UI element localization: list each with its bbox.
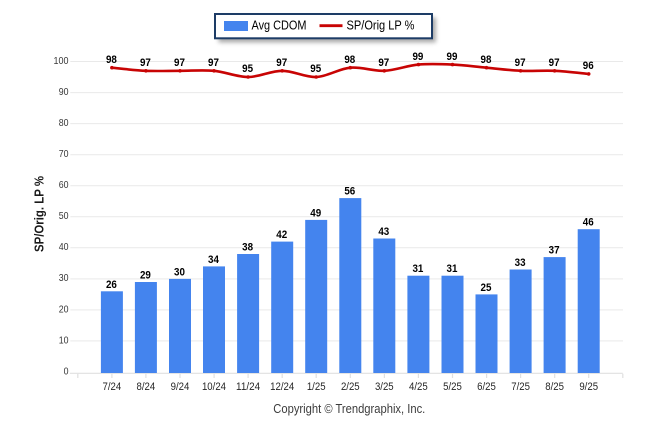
svg-text:42: 42 [276, 229, 287, 241]
svg-text:97: 97 [549, 57, 560, 69]
svg-text:60: 60 [59, 180, 69, 191]
svg-text:95: 95 [242, 63, 253, 75]
svg-text:8/24: 8/24 [137, 381, 156, 393]
svg-text:26: 26 [106, 279, 117, 291]
svg-text:31: 31 [447, 263, 458, 275]
svg-text:49: 49 [310, 207, 321, 219]
svg-text:100: 100 [54, 56, 69, 67]
svg-text:97: 97 [174, 57, 185, 69]
svg-text:10/24: 10/24 [202, 381, 226, 393]
svg-text:98: 98 [344, 54, 355, 66]
svg-text:43: 43 [378, 226, 389, 238]
svg-text:33: 33 [515, 257, 526, 269]
svg-text:70: 70 [59, 149, 69, 160]
svg-text:20: 20 [59, 304, 69, 315]
svg-text:12/24: 12/24 [270, 381, 294, 393]
svg-text:9/25: 9/25 [579, 381, 598, 393]
svg-text:37: 37 [549, 245, 560, 257]
svg-text:2/25: 2/25 [341, 381, 360, 393]
svg-text:6/25: 6/25 [477, 381, 496, 393]
svg-text:38: 38 [242, 242, 253, 254]
svg-text:5/25: 5/25 [443, 381, 462, 393]
svg-text:34: 34 [208, 254, 219, 266]
svg-text:99: 99 [447, 51, 458, 63]
svg-text:50: 50 [59, 211, 69, 222]
svg-text:SP/Orig LP %: SP/Orig LP % [347, 19, 415, 33]
svg-text:3/25: 3/25 [375, 381, 394, 393]
svg-text:56: 56 [344, 186, 355, 198]
svg-text:0: 0 [64, 366, 69, 377]
svg-text:97: 97 [276, 57, 287, 69]
svg-text:4/25: 4/25 [409, 381, 428, 393]
svg-text:99: 99 [412, 51, 423, 63]
svg-text:97: 97 [515, 57, 526, 69]
svg-text:80: 80 [59, 118, 69, 129]
svg-text:9/24: 9/24 [171, 381, 190, 393]
svg-text:97: 97 [208, 57, 219, 69]
svg-text:90: 90 [59, 87, 69, 98]
svg-text:SP/Orig. LP %: SP/Orig. LP % [32, 176, 47, 252]
svg-text:96: 96 [583, 60, 594, 72]
svg-text:8/25: 8/25 [545, 381, 564, 393]
svg-text:Copyright © Trendgraphix, Inc.: Copyright © Trendgraphix, Inc. [273, 401, 425, 416]
svg-text:11/24: 11/24 [236, 381, 260, 393]
svg-text:30: 30 [59, 273, 69, 284]
svg-text:7/25: 7/25 [511, 381, 530, 393]
svg-text:29: 29 [140, 270, 151, 282]
svg-text:7/24: 7/24 [103, 381, 122, 393]
svg-text:98: 98 [481, 54, 492, 66]
svg-text:10: 10 [59, 335, 69, 346]
svg-text:25: 25 [481, 282, 492, 294]
svg-text:30: 30 [174, 266, 185, 278]
svg-text:97: 97 [378, 57, 389, 69]
svg-text:95: 95 [310, 63, 321, 75]
svg-text:98: 98 [106, 54, 117, 66]
svg-text:97: 97 [140, 57, 151, 69]
svg-text:31: 31 [412, 263, 423, 275]
svg-text:40: 40 [59, 242, 69, 253]
svg-text:46: 46 [583, 217, 594, 229]
svg-text:1/25: 1/25 [307, 381, 326, 393]
svg-text:Avg CDOM: Avg CDOM [252, 19, 307, 33]
